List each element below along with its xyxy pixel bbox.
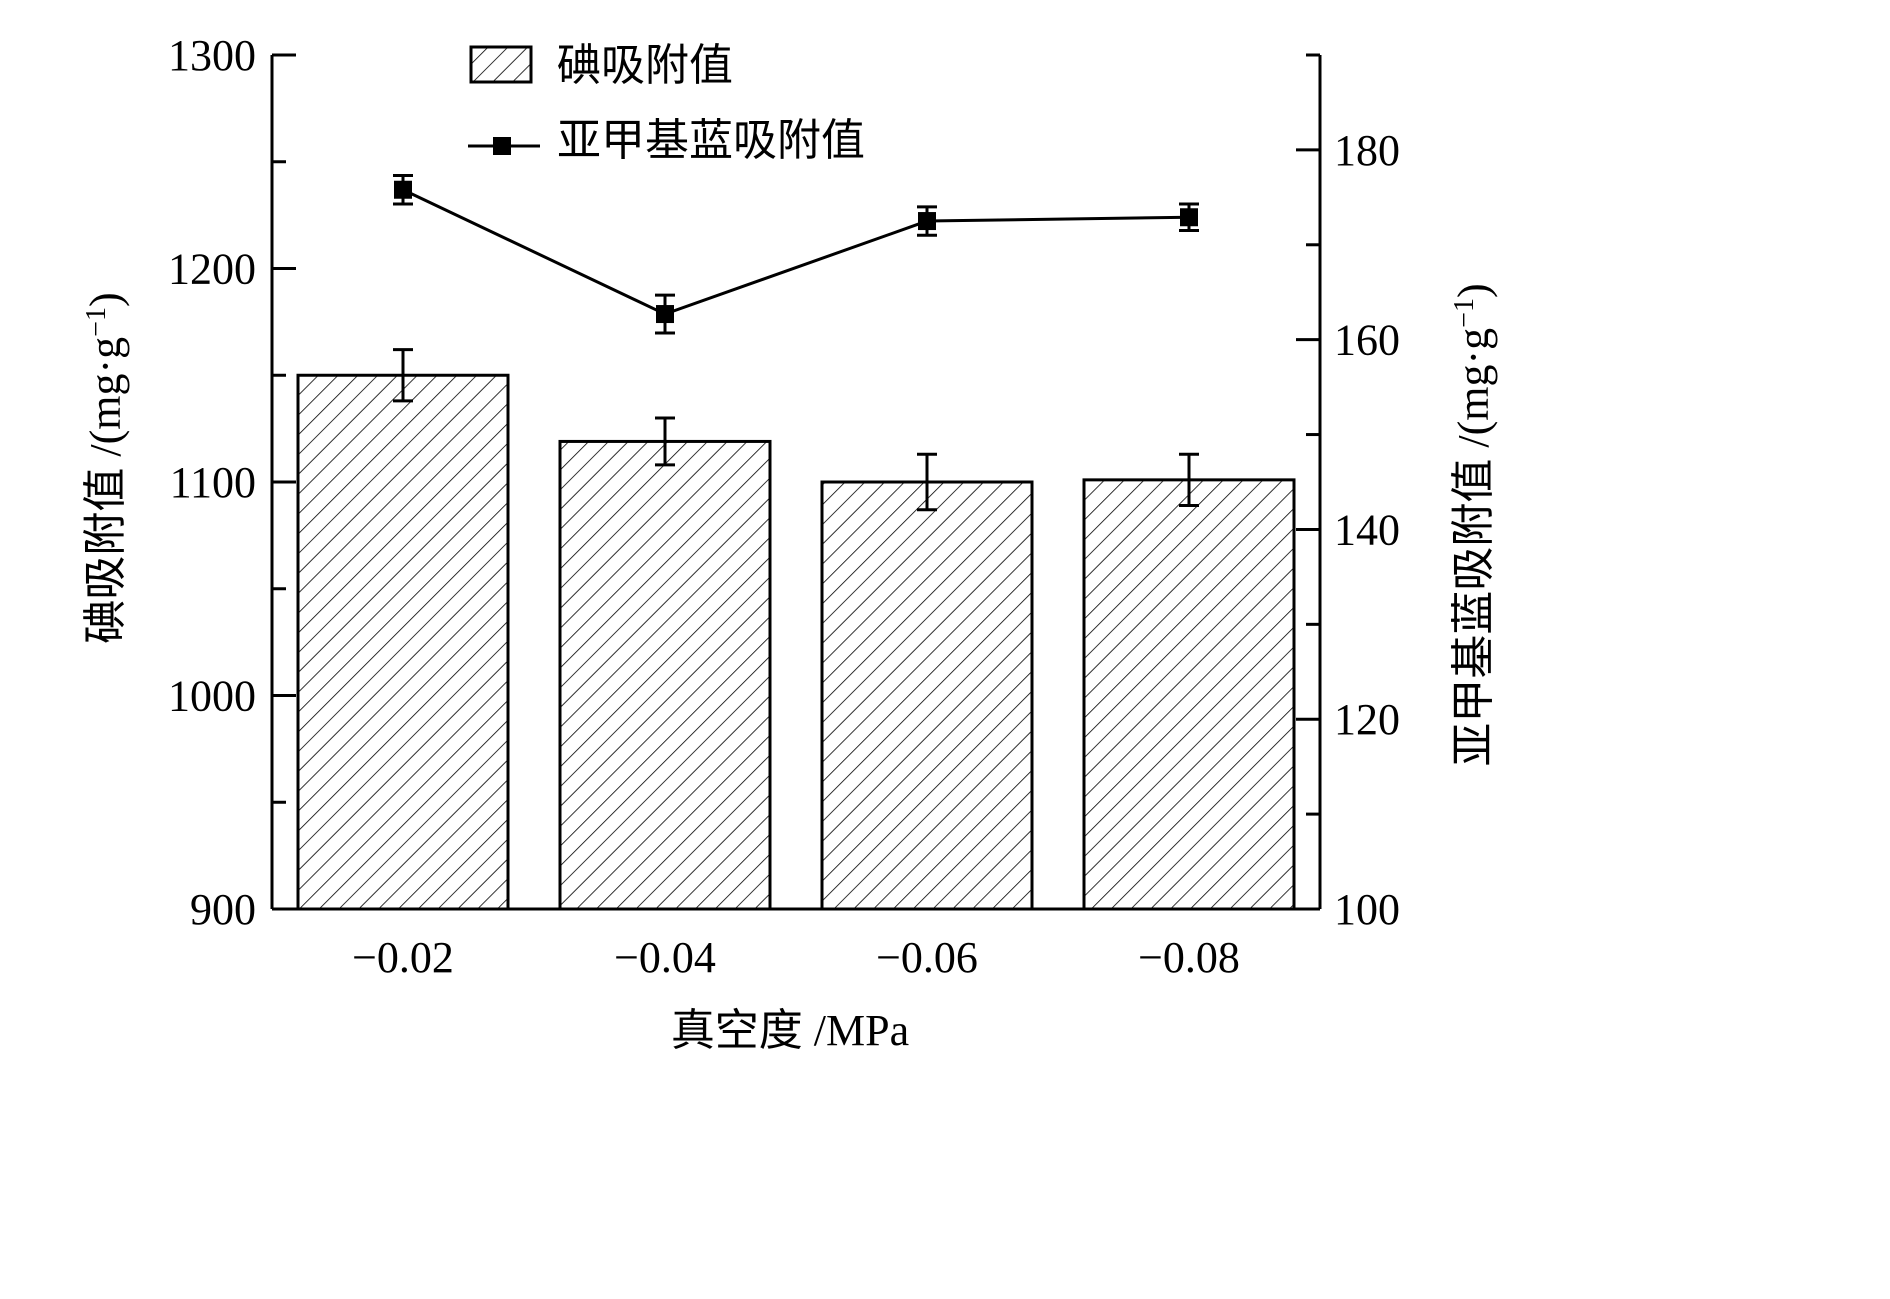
x-tick-label-0: −0.02	[352, 933, 454, 982]
y-right-axis-title: 亚甲基蓝吸附值 /(mg·g−1)	[1449, 283, 1499, 766]
bar-error-0	[393, 348, 413, 403]
bar-error-1	[655, 416, 675, 467]
y-right-tick-label-0: 100	[1334, 885, 1400, 934]
y-right-tick-label-2: 140	[1334, 505, 1400, 554]
chart: 900 1000 1100 1200 1300 100 120 140 160 180 −0.02 −…	[81, 31, 1499, 1055]
bars-group	[296, 373, 1296, 911]
legend: 碘吸附值 亚甲基蓝吸附值	[468, 41, 865, 165]
bar-2	[820, 480, 1034, 911]
y-left-axis-title: 碘吸附值 /(mg·g−1)	[81, 292, 131, 643]
line-point-2	[918, 212, 936, 231]
axes-group: 900 1000 1100 1200 1300 100 120 140 160 180 −0.02 −…	[168, 31, 1400, 982]
line-point-3	[1180, 208, 1198, 227]
line-point-0	[394, 180, 412, 199]
y-right-tick-label-4: 180	[1334, 126, 1400, 175]
x-tick-label-1: −0.04	[614, 933, 716, 982]
y-right-tick-label-3: 160	[1334, 316, 1400, 365]
bar-error-3	[1179, 452, 1199, 507]
bar-1	[558, 439, 772, 911]
bar-3	[1082, 478, 1296, 911]
legend-label-methylene-blue: 亚甲基蓝吸附值	[557, 116, 865, 165]
y-right-tick-label-1: 120	[1334, 695, 1400, 744]
x-axis-title: 真空度 /MPa	[671, 1006, 909, 1055]
methylene-blue-line	[402, 188, 1190, 316]
y-left-tick-label-0: 900	[190, 885, 256, 934]
y-left-tick-label-3: 1200	[168, 245, 256, 294]
bar-error-bars	[393, 348, 1199, 512]
bar-0	[296, 373, 510, 911]
bar-error-2	[917, 452, 937, 512]
legend-square-marker	[493, 137, 511, 155]
x-tick-label-3: −0.08	[1138, 933, 1240, 982]
line-series-group	[393, 174, 1199, 335]
legend-bar-swatch	[469, 45, 533, 84]
y-left-tick-label-2: 1100	[170, 458, 256, 507]
line-point-1	[656, 305, 674, 324]
y-left-tick-label-4: 1300	[168, 31, 256, 80]
x-tick-label-2: −0.06	[876, 933, 978, 982]
legend-label-iodine: 碘吸附值	[557, 41, 733, 90]
y-left-tick-label-1: 1000	[168, 672, 256, 721]
